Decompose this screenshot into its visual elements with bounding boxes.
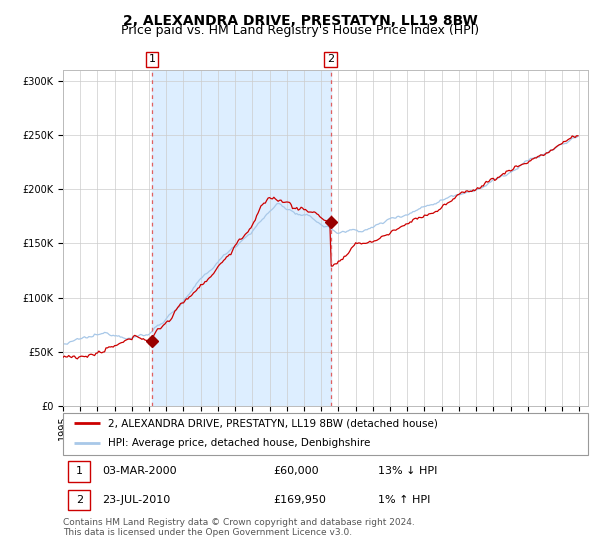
Text: Contains HM Land Registry data © Crown copyright and database right 2024.: Contains HM Land Registry data © Crown c… (63, 518, 415, 527)
Text: £60,000: £60,000 (273, 466, 319, 477)
Text: 2, ALEXANDRA DRIVE, PRESTATYN, LL19 8BW (detached house): 2, ALEXANDRA DRIVE, PRESTATYN, LL19 8BW … (107, 418, 437, 428)
Text: 1: 1 (76, 466, 83, 477)
Text: £169,950: £169,950 (273, 495, 326, 505)
Text: 2: 2 (327, 54, 334, 64)
Text: 1: 1 (148, 54, 155, 64)
Text: 2: 2 (76, 495, 83, 505)
Text: Price paid vs. HM Land Registry's House Price Index (HPI): Price paid vs. HM Land Registry's House … (121, 24, 479, 37)
Text: 23-JUL-2010: 23-JUL-2010 (103, 495, 170, 505)
Text: 13% ↓ HPI: 13% ↓ HPI (378, 466, 437, 477)
Bar (152, 70, 331, 406)
Text: 2, ALEXANDRA DRIVE, PRESTATYN, LL19 8BW: 2, ALEXANDRA DRIVE, PRESTATYN, LL19 8BW (122, 14, 478, 28)
FancyBboxPatch shape (68, 490, 90, 510)
Text: 1% ↑ HPI: 1% ↑ HPI (378, 495, 430, 505)
Text: HPI: Average price, detached house, Denbighshire: HPI: Average price, detached house, Denb… (107, 438, 370, 448)
Text: This data is licensed under the Open Government Licence v3.0.: This data is licensed under the Open Gov… (63, 528, 352, 536)
FancyBboxPatch shape (68, 461, 90, 482)
Text: 03-MAR-2000: 03-MAR-2000 (103, 466, 177, 477)
FancyBboxPatch shape (63, 413, 588, 455)
